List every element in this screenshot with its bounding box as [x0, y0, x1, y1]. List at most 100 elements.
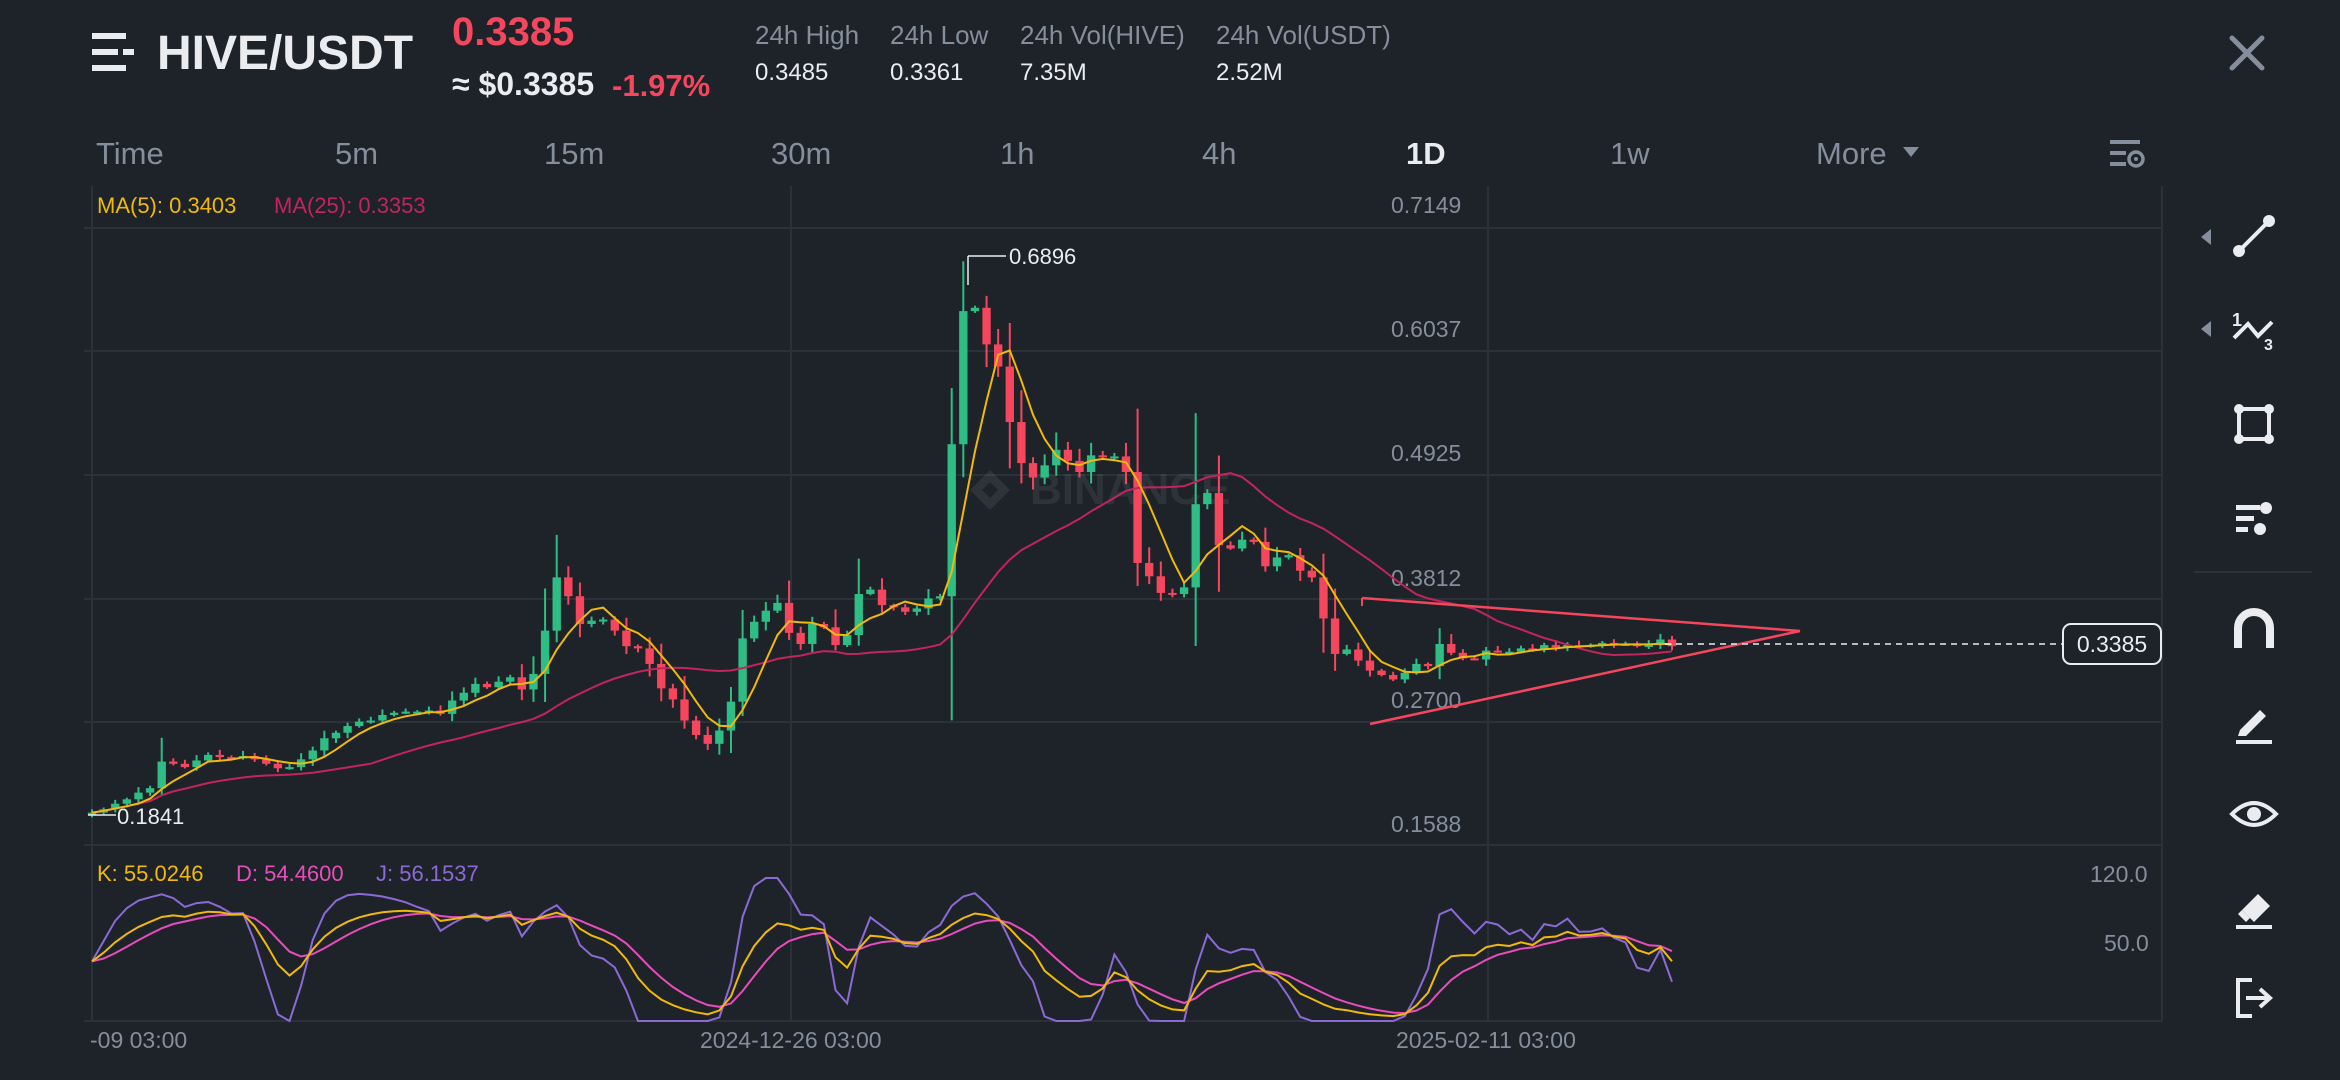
candle: [715, 730, 724, 744]
tab-15m[interactable]: 15m: [544, 136, 605, 171]
svg-text:3: 3: [2264, 337, 2273, 354]
candle: [447, 700, 457, 714]
tab-1w[interactable]: 1w: [1610, 136, 1650, 171]
candle: [343, 726, 352, 733]
expand-caret-icon[interactable]: [2200, 320, 2212, 338]
svg-text:1: 1: [2232, 310, 2242, 330]
candle: [1040, 465, 1049, 478]
candle: [1063, 449, 1073, 461]
price-tick: 0.6037: [1391, 316, 1461, 342]
rectangle-icon[interactable]: [2228, 398, 2280, 450]
candle: [1191, 504, 1200, 588]
candle: [1121, 456, 1131, 472]
stat-vol-usdt-label: 24h Vol(USDT): [1216, 20, 1391, 50]
candle: [471, 683, 480, 693]
candle: [796, 632, 805, 644]
fibonacci-icon[interactable]: 1 3: [2228, 304, 2280, 356]
time-tick: -09 03:00: [90, 1027, 187, 1053]
tab-time[interactable]: Time: [96, 136, 164, 171]
expand-caret-icon[interactable]: [2200, 228, 2212, 246]
candle: [1342, 649, 1351, 654]
candle: [1028, 463, 1038, 478]
candle: [1098, 455, 1107, 458]
candle: [1214, 493, 1224, 546]
candle: [1435, 643, 1444, 667]
caret-down-icon[interactable]: [1902, 146, 1920, 158]
candle: [1284, 555, 1293, 558]
brush-settings-icon[interactable]: [2228, 492, 2280, 544]
candle: [1272, 557, 1282, 567]
candle: [680, 699, 689, 721]
stat-low-value: 0.3361: [890, 59, 964, 86]
candle: [808, 623, 817, 644]
candle: [773, 602, 782, 611]
candle: [784, 602, 794, 633]
candle: [273, 763, 283, 769]
tab-1h[interactable]: 1h: [1000, 136, 1035, 171]
menu-icon[interactable]: [90, 30, 136, 74]
triangle-drawing[interactable]: [1361, 596, 1801, 726]
candle: [157, 761, 166, 789]
candle: [1598, 642, 1607, 646]
tab-more[interactable]: More: [1816, 136, 1887, 171]
exit-icon[interactable]: [2228, 972, 2280, 1024]
time-tick: 2024-12-26 03:00: [700, 1027, 882, 1053]
candle: [366, 720, 376, 723]
low-marker: 0.1841: [88, 804, 184, 829]
candle: [308, 750, 317, 760]
candle: [901, 607, 910, 612]
pair-title[interactable]: HIVE/USDT: [157, 27, 414, 80]
price-tick: 0.7149: [1391, 192, 1461, 218]
trendline-icon[interactable]: [2228, 210, 2280, 262]
candle: [1145, 562, 1154, 577]
candle: [877, 589, 887, 606]
candle: [575, 596, 585, 624]
candle: [227, 757, 236, 760]
tab-4h[interactable]: 4h: [1202, 136, 1237, 171]
candle: [1388, 675, 1398, 680]
candle: [1249, 539, 1258, 542]
stat-vol-usdt-value: 2.52M: [1216, 59, 1283, 86]
candle: [947, 444, 956, 597]
chart-grid: [84, 186, 2163, 1022]
candle: [633, 646, 643, 649]
candle: [482, 683, 492, 688]
magnet-icon[interactable]: [2228, 604, 2280, 656]
eye-icon[interactable]: [2228, 788, 2280, 840]
candle: [1330, 618, 1340, 654]
candle: [657, 663, 666, 689]
candle: [1505, 651, 1514, 654]
tab-5m[interactable]: 5m: [335, 136, 379, 171]
kdj-tick: 50.0: [2104, 930, 2149, 956]
candle: [203, 754, 213, 761]
last-price: 0.3385: [452, 10, 575, 54]
current-price-tag: 0.3385: [2062, 623, 2162, 665]
ma25-line: [91, 472, 1673, 814]
close-icon[interactable]: [2222, 28, 2272, 78]
tab-30m[interactable]: 30m: [771, 136, 832, 171]
stat-vol-hive-value: 7.35M: [1020, 59, 1087, 86]
kdj-k-line: [91, 909, 1673, 1018]
chart-settings-icon[interactable]: [2108, 136, 2146, 170]
price-tick: 0.2700: [1391, 687, 1461, 713]
price-usd: ≈ $0.3385: [452, 66, 595, 102]
svg-text:0.3385: 0.3385: [2077, 631, 2147, 657]
legend-d: D: 54.4600: [236, 861, 344, 886]
candle: [750, 621, 759, 639]
candle: [494, 681, 503, 688]
stat-high-value: 0.3485: [755, 59, 829, 86]
eraser-icon[interactable]: [2228, 880, 2280, 932]
candle: [331, 732, 341, 739]
pen-icon[interactable]: [2228, 696, 2280, 748]
candle: [459, 692, 468, 701]
candle: [262, 759, 271, 764]
candle: [1133, 471, 1142, 563]
candle: [540, 630, 550, 674]
candle: [87, 812, 97, 815]
tab-1d[interactable]: 1D: [1406, 136, 1446, 171]
candle: [1319, 577, 1328, 619]
candle: [1470, 658, 1479, 661]
kdj-d-line: [91, 912, 1673, 1015]
candle: [192, 760, 201, 768]
